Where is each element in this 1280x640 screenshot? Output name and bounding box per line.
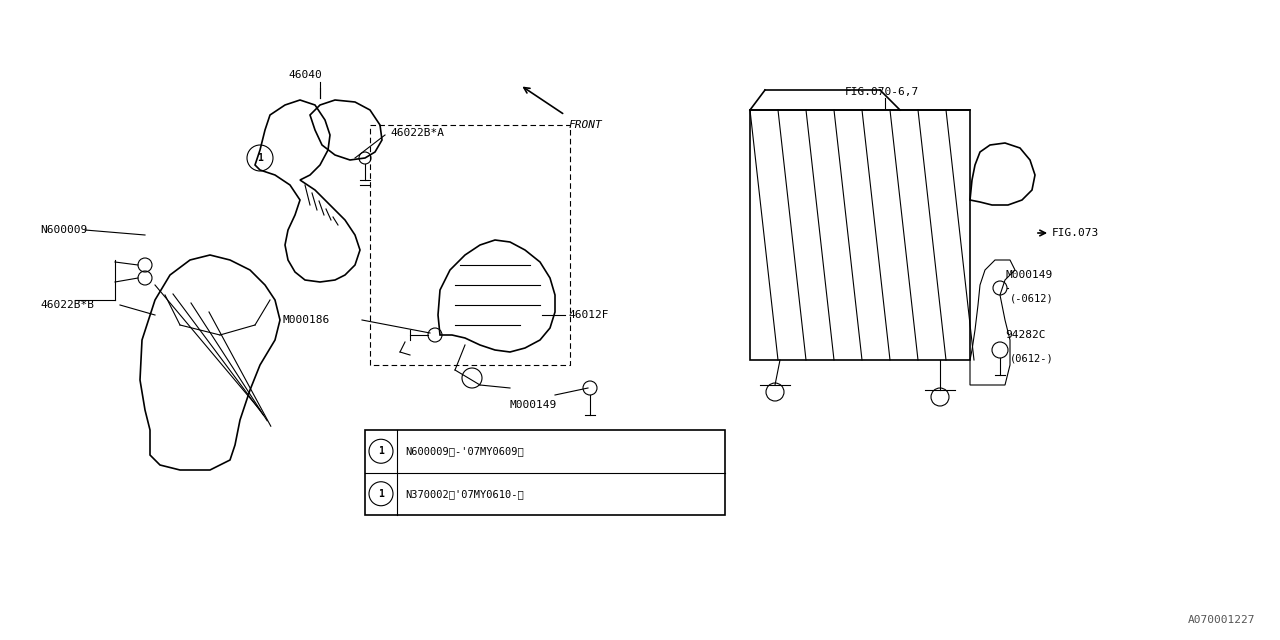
Text: (0612-): (0612-) — [1010, 353, 1053, 363]
Text: FRONT: FRONT — [568, 120, 602, 130]
Text: 46040: 46040 — [288, 70, 321, 80]
Bar — [365, 430, 724, 515]
Text: 46022B*B: 46022B*B — [40, 300, 93, 310]
Text: 46022B*A: 46022B*A — [390, 128, 444, 138]
Text: N600009（-'07MY0609）: N600009（-'07MY0609） — [404, 446, 524, 456]
Text: 46012F: 46012F — [568, 310, 608, 320]
Text: FIG.073: FIG.073 — [1052, 228, 1100, 238]
Text: (-0612): (-0612) — [1010, 293, 1053, 303]
Text: A070001227: A070001227 — [1188, 615, 1254, 625]
Text: M000149: M000149 — [1005, 270, 1052, 280]
Text: FIG.070-6,7: FIG.070-6,7 — [845, 87, 919, 97]
Text: N600009: N600009 — [40, 225, 87, 235]
Text: 94282C: 94282C — [1005, 330, 1046, 340]
Text: 1: 1 — [378, 446, 384, 456]
Text: N370002（'07MY0610-）: N370002（'07MY0610-） — [404, 489, 524, 499]
Text: M000186: M000186 — [282, 315, 329, 325]
Text: 1: 1 — [378, 489, 384, 499]
Text: 1: 1 — [257, 153, 262, 163]
Text: M000149: M000149 — [509, 400, 557, 410]
